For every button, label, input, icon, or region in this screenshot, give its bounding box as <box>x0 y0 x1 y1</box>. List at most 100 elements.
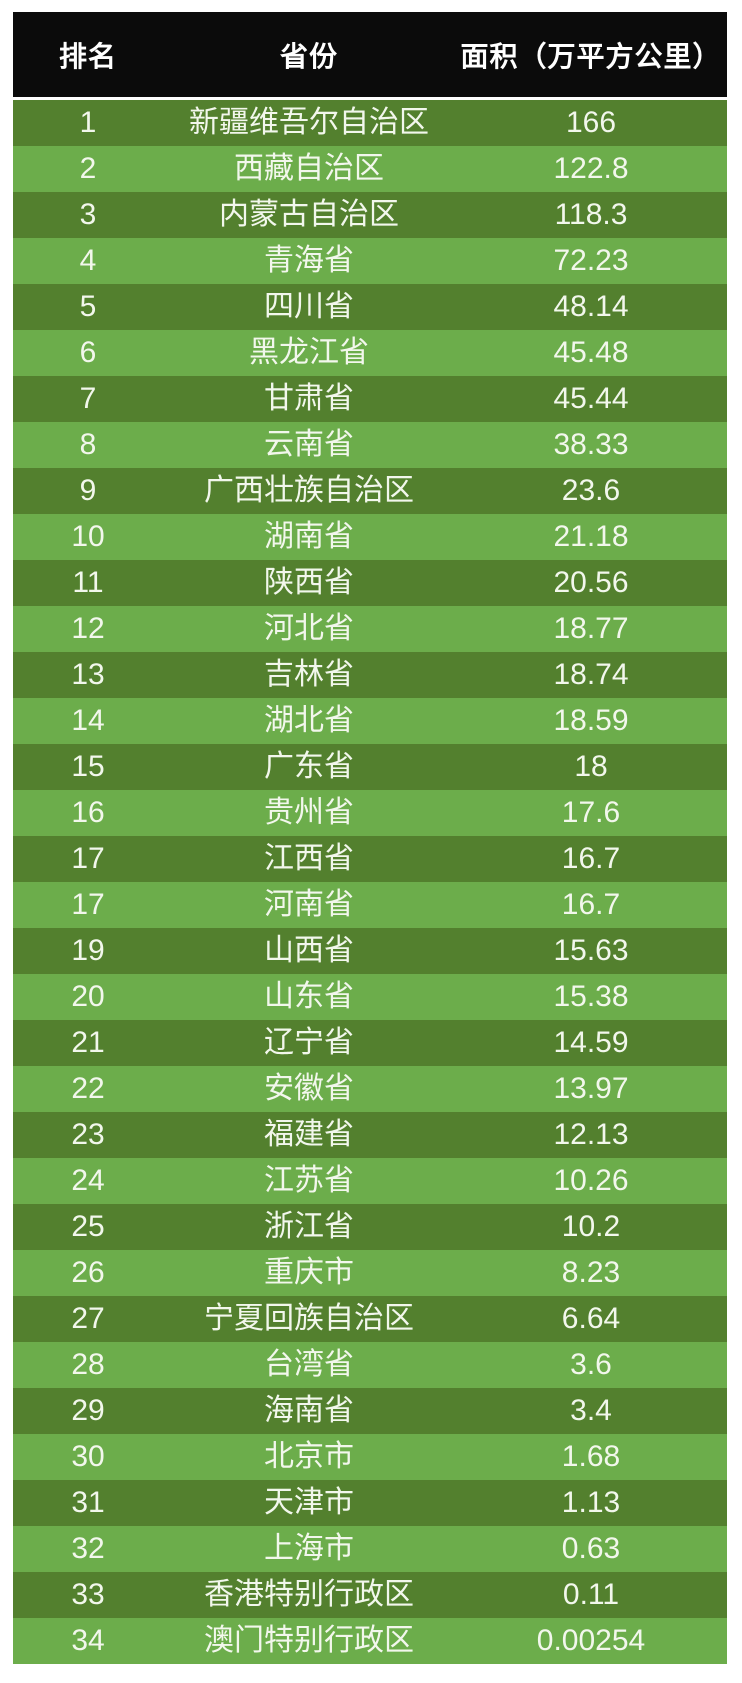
cell-rank: 23 <box>13 1112 163 1158</box>
cell-rank: 17 <box>13 836 163 882</box>
cell-area: 10.2 <box>455 1204 727 1250</box>
table-row: 10 湖南省 21.18 <box>13 514 727 560</box>
cell-province: 重庆市 <box>163 1250 455 1296</box>
table-row: 20 山东省 15.38 <box>13 974 727 1020</box>
cell-area: 1.68 <box>455 1434 727 1480</box>
cell-rank: 21 <box>13 1020 163 1066</box>
table-row: 29 海南省 3.4 <box>13 1388 727 1434</box>
table-row: 25 浙江省 10.2 <box>13 1204 727 1250</box>
cell-rank: 12 <box>13 606 163 652</box>
cell-rank: 30 <box>13 1434 163 1480</box>
table-row: 7 甘肃省 45.44 <box>13 376 727 422</box>
cell-province: 四川省 <box>163 284 455 330</box>
cell-area: 1.13 <box>455 1480 727 1526</box>
cell-rank: 1 <box>13 98 163 146</box>
cell-rank: 27 <box>13 1296 163 1342</box>
cell-province: 天津市 <box>163 1480 455 1526</box>
cell-area: 23.6 <box>455 468 727 514</box>
cell-rank: 28 <box>13 1342 163 1388</box>
table-row: 22 安徽省 13.97 <box>13 1066 727 1112</box>
table-row: 14 湖北省 18.59 <box>13 698 727 744</box>
cell-province: 云南省 <box>163 422 455 468</box>
cell-rank: 17 <box>13 882 163 928</box>
cell-province: 甘肃省 <box>163 376 455 422</box>
cell-rank: 25 <box>13 1204 163 1250</box>
cell-area: 12.13 <box>455 1112 727 1158</box>
table-row: 17 江西省 16.7 <box>13 836 727 882</box>
cell-rank: 19 <box>13 928 163 974</box>
table-row: 21 辽宁省 14.59 <box>13 1020 727 1066</box>
header-rank: 排名 <box>13 12 163 100</box>
cell-province: 贵州省 <box>163 790 455 836</box>
cell-area: 0.00254 <box>455 1618 727 1664</box>
province-area-table: 排名 省份 面积（万平方公里） 1 新疆维吾尔自治区 166 2 西藏自治区 122.8 3… <box>13 12 727 1664</box>
cell-area: 18 <box>455 744 727 790</box>
cell-area: 21.18 <box>455 514 727 560</box>
cell-rank: 34 <box>13 1618 163 1664</box>
cell-province: 宁夏回族自治区 <box>163 1296 455 1342</box>
cell-province: 上海市 <box>163 1526 455 1572</box>
cell-area: 20.56 <box>455 560 727 606</box>
cell-province: 安徽省 <box>163 1066 455 1112</box>
cell-area: 16.7 <box>455 836 727 882</box>
cell-area: 118.3 <box>455 192 727 238</box>
cell-rank: 31 <box>13 1480 163 1526</box>
cell-province: 吉林省 <box>163 652 455 698</box>
cell-area: 18.59 <box>455 698 727 744</box>
table-row: 4 青海省 72.23 <box>13 238 727 284</box>
cell-rank: 33 <box>13 1572 163 1618</box>
cell-rank: 16 <box>13 790 163 836</box>
cell-rank: 13 <box>13 652 163 698</box>
cell-area: 16.7 <box>455 882 727 928</box>
cell-rank: 29 <box>13 1388 163 1434</box>
table-row: 31 天津市 1.13 <box>13 1480 727 1526</box>
table-row: 30 北京市 1.68 <box>13 1434 727 1480</box>
cell-province: 新疆维吾尔自治区 <box>163 98 455 146</box>
table-row: 28 台湾省 3.6 <box>13 1342 727 1388</box>
table-header: 排名 省份 面积（万平方公里） <box>13 12 727 100</box>
cell-province: 河南省 <box>163 882 455 928</box>
cell-province: 湖北省 <box>163 698 455 744</box>
cell-province: 河北省 <box>163 606 455 652</box>
table-row: 16 贵州省 17.6 <box>13 790 727 836</box>
cell-rank: 3 <box>13 192 163 238</box>
cell-rank: 2 <box>13 146 163 192</box>
cell-area: 3.4 <box>455 1388 727 1434</box>
cell-province: 浙江省 <box>163 1204 455 1250</box>
cell-rank: 4 <box>13 238 163 284</box>
cell-area: 14.59 <box>455 1020 727 1066</box>
cell-province: 辽宁省 <box>163 1020 455 1066</box>
table-row: 15 广东省 18 <box>13 744 727 790</box>
cell-rank: 7 <box>13 376 163 422</box>
cell-province: 江苏省 <box>163 1158 455 1204</box>
cell-rank: 15 <box>13 744 163 790</box>
cell-area: 72.23 <box>455 238 727 284</box>
cell-area: 15.63 <box>455 928 727 974</box>
cell-province: 陕西省 <box>163 560 455 606</box>
table-row: 5 四川省 48.14 <box>13 284 727 330</box>
table-row: 11 陕西省 20.56 <box>13 560 727 606</box>
table-body: 1 新疆维吾尔自治区 166 2 西藏自治区 122.8 3 内蒙古自治区 118.3 4 青海省 7… <box>13 98 727 1664</box>
cell-area: 166 <box>455 98 727 146</box>
cell-rank: 9 <box>13 468 163 514</box>
cell-province: 澳门特别行政区 <box>163 1618 455 1664</box>
table-row: 13 吉林省 18.74 <box>13 652 727 698</box>
cell-rank: 8 <box>13 422 163 468</box>
cell-province: 黑龙江省 <box>163 330 455 376</box>
cell-rank: 32 <box>13 1526 163 1572</box>
header-row: 排名 省份 面积（万平方公里） <box>13 12 727 100</box>
cell-province: 广西壮族自治区 <box>163 468 455 514</box>
cell-area: 15.38 <box>455 974 727 1020</box>
cell-area: 10.26 <box>455 1158 727 1204</box>
cell-rank: 6 <box>13 330 163 376</box>
cell-area: 17.6 <box>455 790 727 836</box>
cell-area: 18.77 <box>455 606 727 652</box>
cell-province: 西藏自治区 <box>163 146 455 192</box>
table-row: 32 上海市 0.63 <box>13 1526 727 1572</box>
table-row: 17 河南省 16.7 <box>13 882 727 928</box>
cell-province: 台湾省 <box>163 1342 455 1388</box>
cell-province: 香港特别行政区 <box>163 1572 455 1618</box>
cell-area: 13.97 <box>455 1066 727 1112</box>
cell-rank: 14 <box>13 698 163 744</box>
